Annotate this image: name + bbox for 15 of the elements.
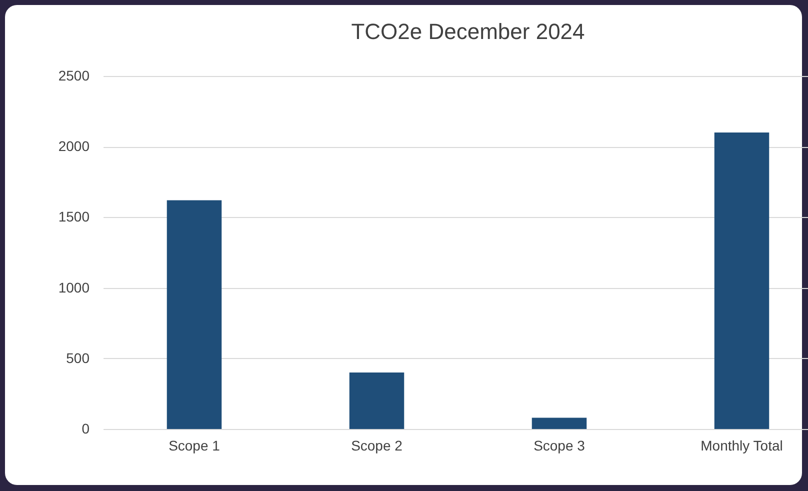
x-tick-label: Monthly Total <box>700 438 783 454</box>
x-tick-label: Scope 3 <box>534 438 586 454</box>
y-tick-label: 1000 <box>58 279 90 296</box>
chart-title: TCO2e December 2024 <box>351 19 585 44</box>
bar <box>714 132 770 429</box>
y-tick-label: 1500 <box>58 208 90 225</box>
y-tick-label: 2500 <box>58 68 90 84</box>
x-tick-label: Scope 2 <box>351 438 403 454</box>
bar <box>349 372 404 429</box>
x-tick-label: Scope 1 <box>168 438 220 454</box>
bar <box>532 418 587 429</box>
y-tick-label: 0 <box>82 420 90 436</box>
y-tick-label: 2000 <box>58 138 90 154</box>
y-tick-label: 500 <box>66 350 90 366</box>
bar <box>166 200 222 429</box>
